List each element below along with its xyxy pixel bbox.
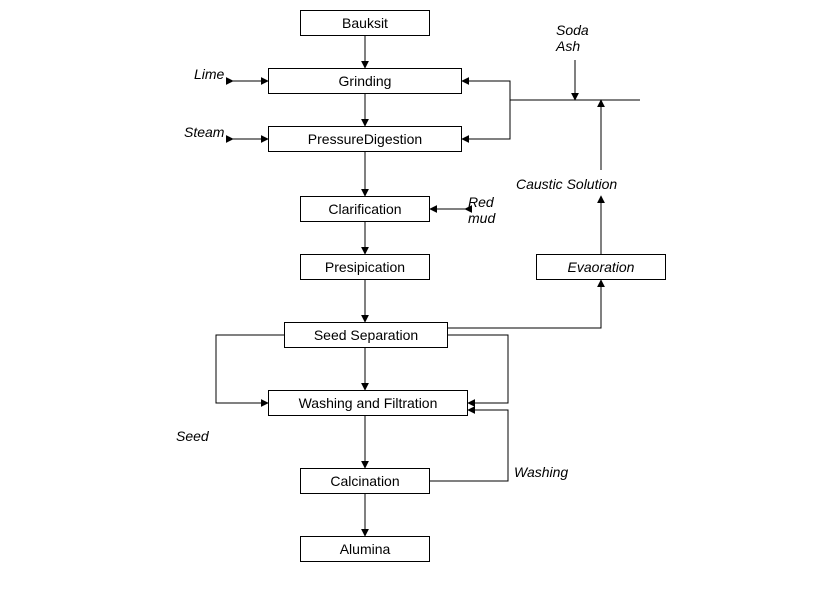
node-alumina: Alumina xyxy=(300,536,430,562)
label-lime: Lime xyxy=(194,66,224,82)
node-presip: Presipication xyxy=(300,254,430,280)
node-digestion: PressureDigestion xyxy=(268,126,462,152)
label-steam: Steam xyxy=(184,124,224,140)
label-redmud: Red mud xyxy=(468,194,495,226)
node-bauksit: Bauksit xyxy=(300,10,430,36)
node-clarif: Clarification xyxy=(300,196,430,222)
label-seed: Seed xyxy=(176,428,209,444)
edge-13 xyxy=(462,81,510,100)
node-calcin: Calcination xyxy=(300,468,430,494)
label-caustic: Caustic Solution xyxy=(516,176,617,192)
label-washing: Washing xyxy=(514,464,568,480)
label-sodaash: Soda Ash xyxy=(556,22,589,54)
node-evap: Evaoration xyxy=(536,254,666,280)
node-grinding: Grinding xyxy=(268,68,462,94)
node-seedsep: Seed Separation xyxy=(284,322,448,348)
node-washfilt: Washing and Filtration xyxy=(268,390,468,416)
edge-17 xyxy=(430,410,508,481)
edge-14 xyxy=(462,100,510,139)
edge-18 xyxy=(448,280,601,328)
